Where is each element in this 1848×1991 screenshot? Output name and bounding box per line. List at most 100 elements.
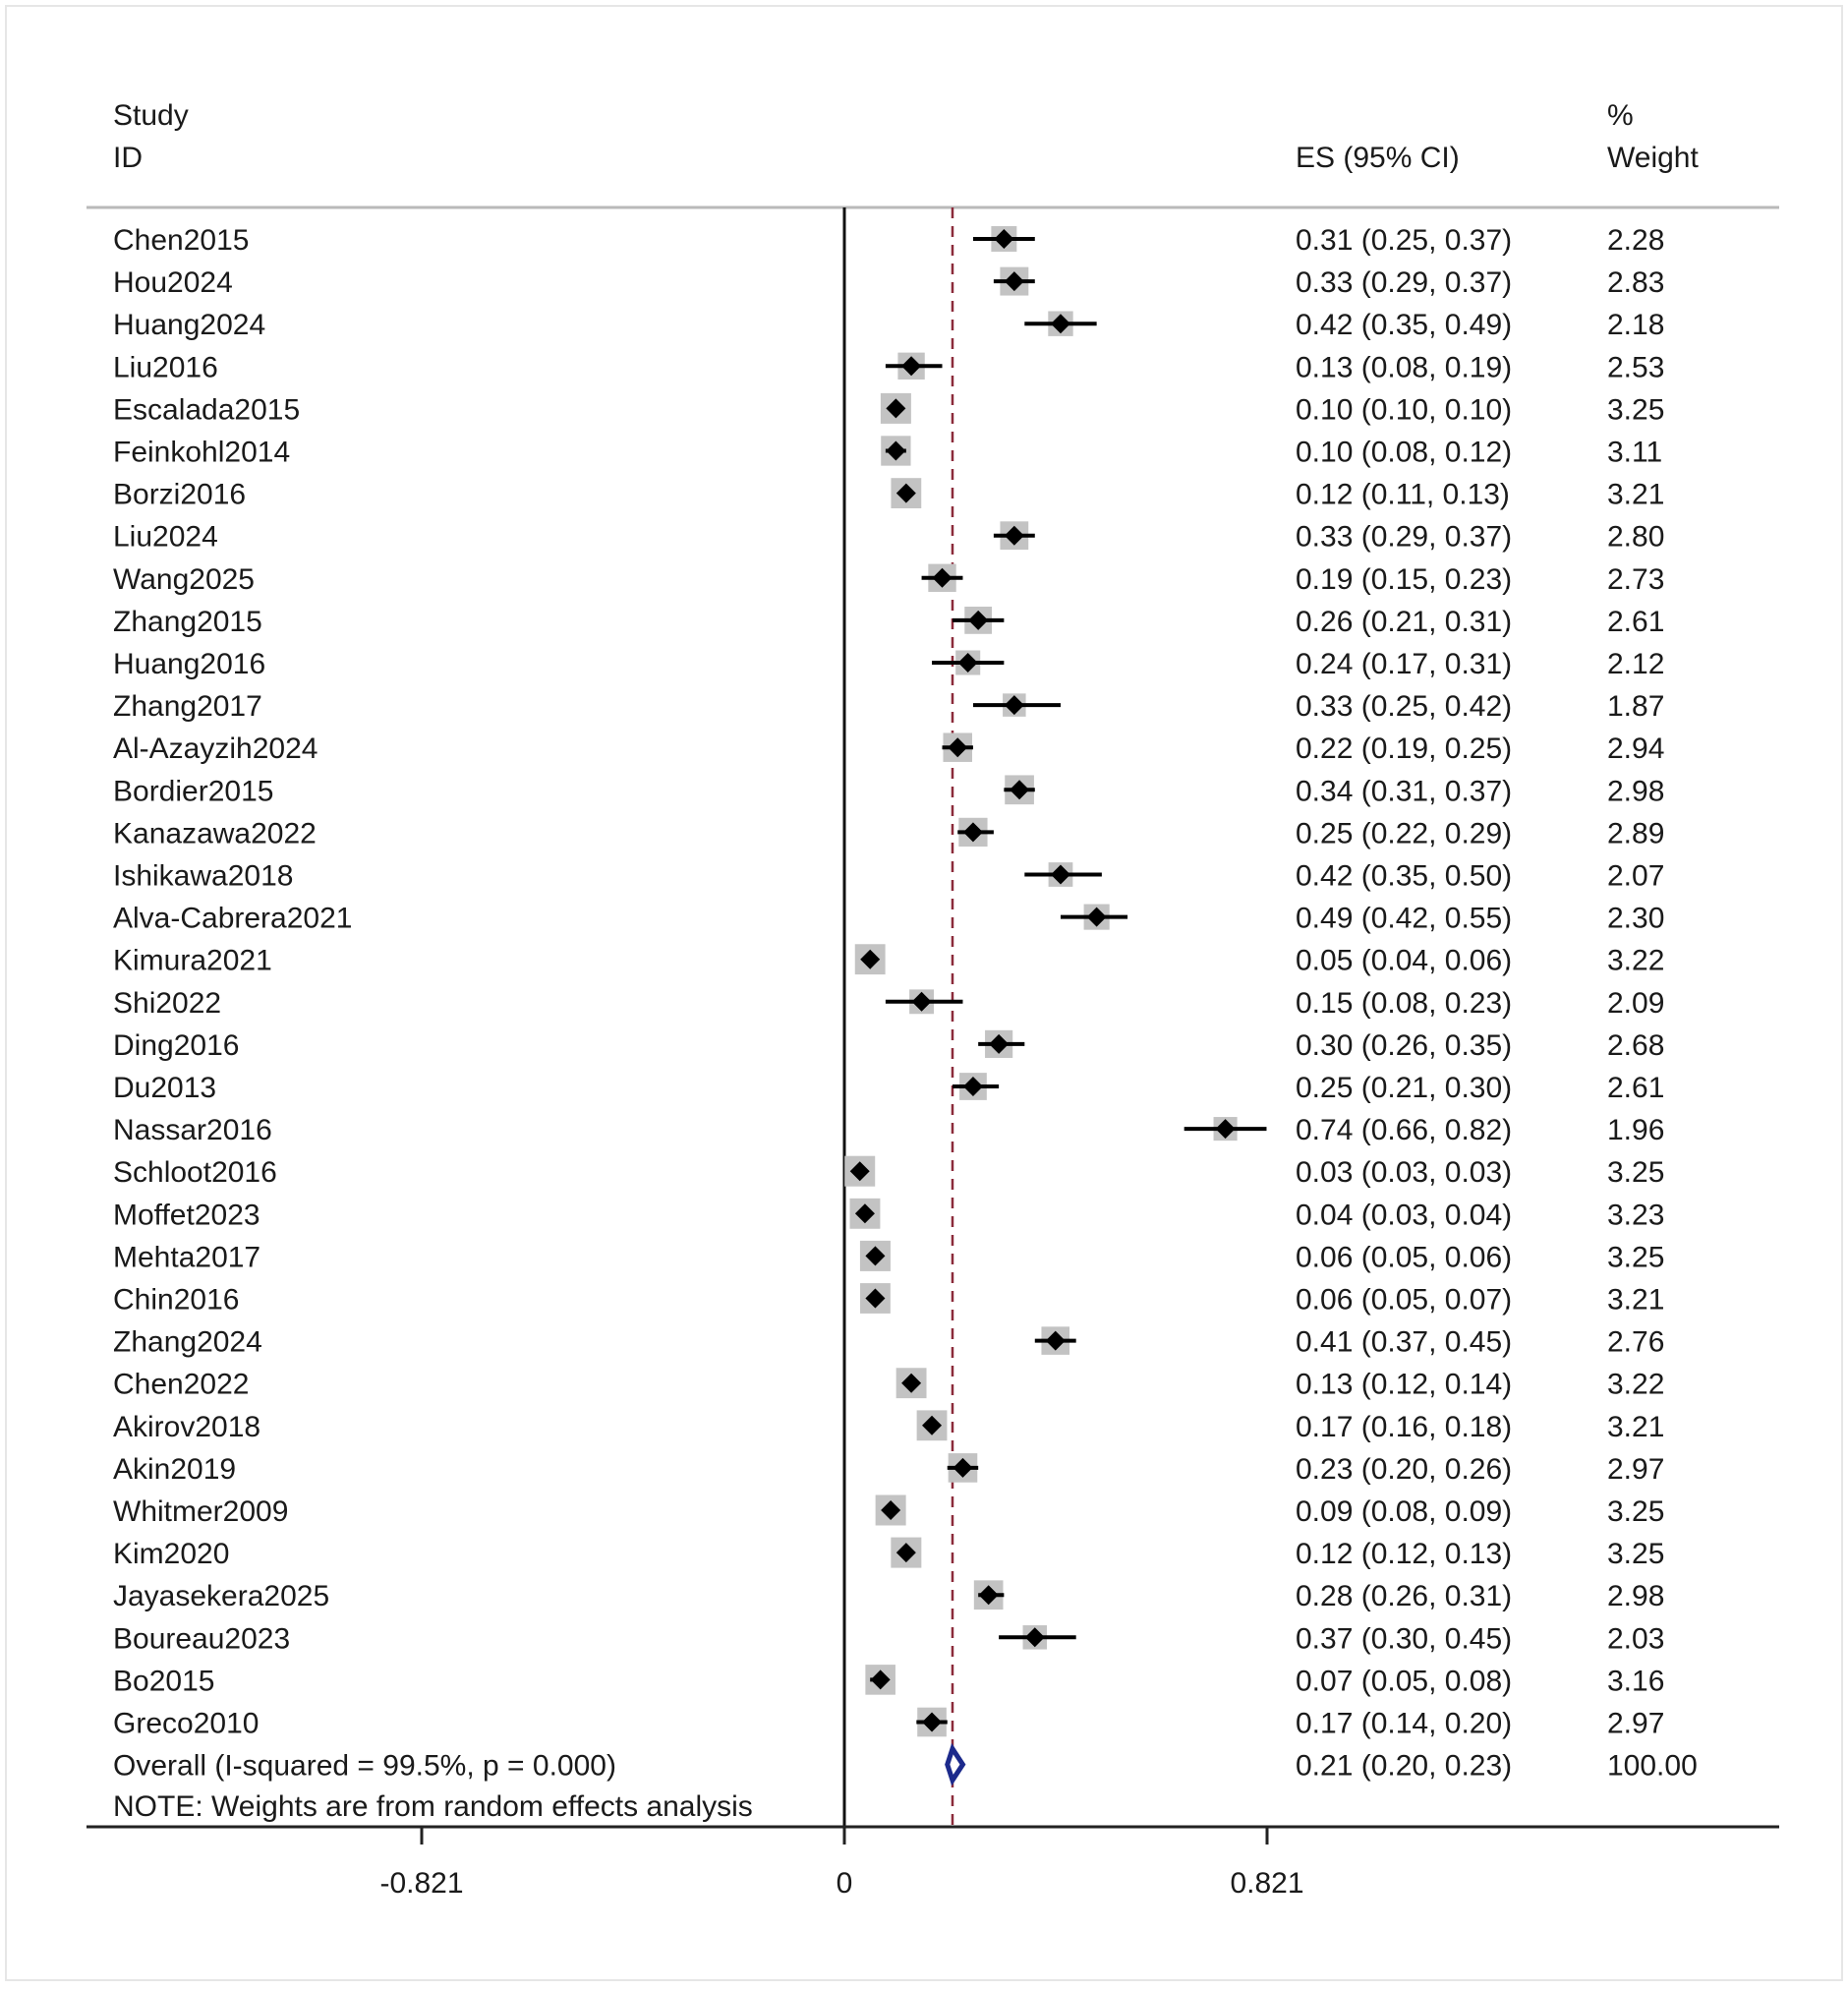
es-ci-label: 0.34 (0.31, 0.37) — [1296, 775, 1512, 807]
weight-label: 2.12 — [1607, 648, 1664, 680]
weight-label: 3.23 — [1607, 1199, 1664, 1231]
study-row: Hou2024 0.33 (0.29, 0.37) 2.83 — [113, 266, 1664, 299]
es-ci-label: 0.10 (0.08, 0.12) — [1296, 437, 1512, 469]
point-estimate-marker — [962, 822, 983, 843]
weight-label: 2.30 — [1607, 903, 1664, 935]
weight-label: 2.68 — [1607, 1029, 1664, 1062]
header-study-line1: Study — [113, 99, 189, 132]
point-estimate-marker — [922, 1712, 943, 1732]
point-estimate-marker — [860, 949, 881, 969]
weight-label: 3.21 — [1607, 1284, 1664, 1317]
weight-label: 2.03 — [1607, 1622, 1664, 1655]
es-ci-label: 0.12 (0.12, 0.13) — [1296, 1538, 1512, 1570]
point-estimate-marker — [968, 610, 989, 630]
es-ci-label: 0.17 (0.14, 0.20) — [1296, 1708, 1512, 1740]
es-ci-label: 0.33 (0.25, 0.42) — [1296, 690, 1512, 723]
point-estimate-marker — [881, 1500, 901, 1520]
study-id-label: Alva-Cabrera2021 — [113, 903, 352, 935]
study-row: Wang2025 0.19 (0.15, 0.23) 2.73 — [113, 563, 1664, 596]
study-row: Shi2022 0.15 (0.08, 0.23) 2.09 — [113, 987, 1664, 1020]
study-rows: Chen2015 0.31 (0.25, 0.37) 2.28 Hou2024 0.33… — [113, 224, 1664, 1740]
study-row: Kim2020 0.12 (0.12, 0.13) 3.25 — [113, 1537, 1664, 1570]
study-id-label: Moffet2023 — [113, 1199, 260, 1231]
study-row: Liu2024 0.33 (0.29, 0.37) 2.80 — [113, 521, 1664, 554]
study-id-label: Zhang2017 — [113, 690, 262, 723]
study-id-label: Ding2016 — [113, 1029, 239, 1062]
es-ci-label: 0.06 (0.05, 0.06) — [1296, 1241, 1512, 1273]
study-id-label: Schloot2016 — [113, 1156, 277, 1189]
point-estimate-marker — [1004, 525, 1024, 546]
study-row: Mehta2017 0.06 (0.05, 0.06) 3.25 — [113, 1240, 1664, 1273]
es-ci-label: 0.30 (0.26, 0.35) — [1296, 1029, 1512, 1062]
study-row: Du2013 0.25 (0.21, 0.30) 2.61 — [113, 1072, 1664, 1104]
study-id-label: Escalada2015 — [113, 393, 300, 426]
point-estimate-marker — [886, 398, 906, 419]
study-row: Huang2024 0.42 (0.35, 0.49) 2.18 — [113, 309, 1664, 341]
weight-label: 2.76 — [1607, 1326, 1664, 1359]
weight-label: 2.97 — [1607, 1708, 1664, 1740]
weight-label: 1.87 — [1607, 690, 1664, 723]
es-ci-label: 0.25 (0.22, 0.29) — [1296, 817, 1512, 849]
study-id-label: Greco2010 — [113, 1708, 259, 1740]
study-id-label: Akirov2018 — [113, 1411, 260, 1443]
x-tick-label: 0.821 — [1230, 1867, 1303, 1900]
weight-label: 2.94 — [1607, 732, 1664, 765]
es-ci-label: 0.19 (0.15, 0.23) — [1296, 563, 1512, 596]
overall-es-ci-label: 0.21 (0.20, 0.23) — [1296, 1750, 1512, 1783]
study-id-label: Akin2019 — [113, 1453, 236, 1486]
es-ci-label: 0.05 (0.04, 0.06) — [1296, 945, 1512, 977]
point-estimate-marker — [1050, 864, 1070, 885]
study-row: Ishikawa2018 0.42 (0.35, 0.50) 2.07 — [113, 860, 1664, 893]
weight-label: 2.07 — [1607, 860, 1664, 893]
study-id-label: Mehta2017 — [113, 1241, 260, 1273]
study-row: Al-Azayzih2024 0.22 (0.19, 0.25) 2.94 — [113, 732, 1664, 765]
study-row: Jayasekera2025 0.28 (0.26, 0.31) 2.98 — [113, 1580, 1664, 1612]
point-estimate-marker — [870, 1669, 891, 1690]
study-id-label: Kim2020 — [113, 1538, 229, 1570]
es-ci-label: 0.22 (0.19, 0.25) — [1296, 732, 1512, 765]
point-estimate-marker — [978, 1585, 999, 1606]
study-row: Zhang2017 0.33 (0.25, 0.42) 1.87 — [113, 690, 1664, 723]
study-id-label: Nassar2016 — [113, 1114, 272, 1146]
point-estimate-marker — [1086, 907, 1107, 927]
point-estimate-marker — [962, 1077, 983, 1096]
weight-label: 3.21 — [1607, 479, 1664, 511]
study-id-label: Liu2016 — [113, 351, 218, 383]
weight-label: 2.73 — [1607, 563, 1664, 596]
study-id-label: Al-Azayzih2024 — [113, 732, 318, 765]
study-row: Borzi2016 0.12 (0.11, 0.13) 3.21 — [113, 478, 1664, 511]
study-row: Whitmer2009 0.09 (0.08, 0.09) 3.25 — [113, 1494, 1664, 1528]
study-row: Kimura2021 0.05 (0.04, 0.06) 3.22 — [113, 944, 1664, 977]
point-estimate-marker — [849, 1161, 870, 1182]
weight-label: 2.89 — [1607, 817, 1664, 849]
study-id-label: Bordier2015 — [113, 775, 273, 807]
header-es-label: ES (95% CI) — [1296, 142, 1460, 174]
study-row: Zhang2024 0.41 (0.37, 0.45) 2.76 — [113, 1326, 1664, 1359]
x-axis-ticks: -0.821 0 0.821 — [379, 1827, 1304, 1900]
weight-label: 3.21 — [1607, 1411, 1664, 1443]
es-ci-label: 0.41 (0.37, 0.45) — [1296, 1326, 1512, 1359]
study-row: Ding2016 0.30 (0.26, 0.35) 2.68 — [113, 1029, 1664, 1062]
es-ci-label: 0.17 (0.16, 0.18) — [1296, 1411, 1512, 1443]
es-ci-label: 0.74 (0.66, 0.82) — [1296, 1114, 1512, 1146]
study-row: Chen2015 0.31 (0.25, 0.37) 2.28 — [113, 224, 1664, 257]
point-estimate-marker — [957, 653, 978, 673]
x-tick-label: -0.821 — [379, 1867, 463, 1900]
weight-label: 3.25 — [1607, 1156, 1664, 1189]
study-row: Nassar2016 0.74 (0.66, 0.82) 1.96 — [113, 1114, 1664, 1146]
study-row: Bo2015 0.07 (0.05, 0.08) 3.16 — [113, 1665, 1664, 1697]
point-estimate-marker — [989, 1033, 1010, 1054]
study-id-label: Bo2015 — [113, 1665, 214, 1697]
point-estimate-marker — [911, 991, 932, 1012]
study-row: Moffet2023 0.04 (0.03, 0.04) 3.23 — [113, 1198, 1664, 1231]
es-ci-label: 0.04 (0.03, 0.04) — [1296, 1199, 1512, 1231]
es-ci-label: 0.37 (0.30, 0.45) — [1296, 1622, 1512, 1655]
es-ci-label: 0.49 (0.42, 0.55) — [1296, 903, 1512, 935]
study-id-label: Chin2016 — [113, 1284, 239, 1317]
es-ci-label: 0.31 (0.25, 0.37) — [1296, 224, 1512, 257]
point-estimate-marker — [932, 567, 953, 588]
reference-lines — [842, 207, 954, 1827]
study-id-label: Chen2022 — [113, 1369, 249, 1401]
point-estimate-marker — [901, 356, 922, 377]
study-row: Huang2016 0.24 (0.17, 0.31) 2.12 — [113, 648, 1664, 680]
